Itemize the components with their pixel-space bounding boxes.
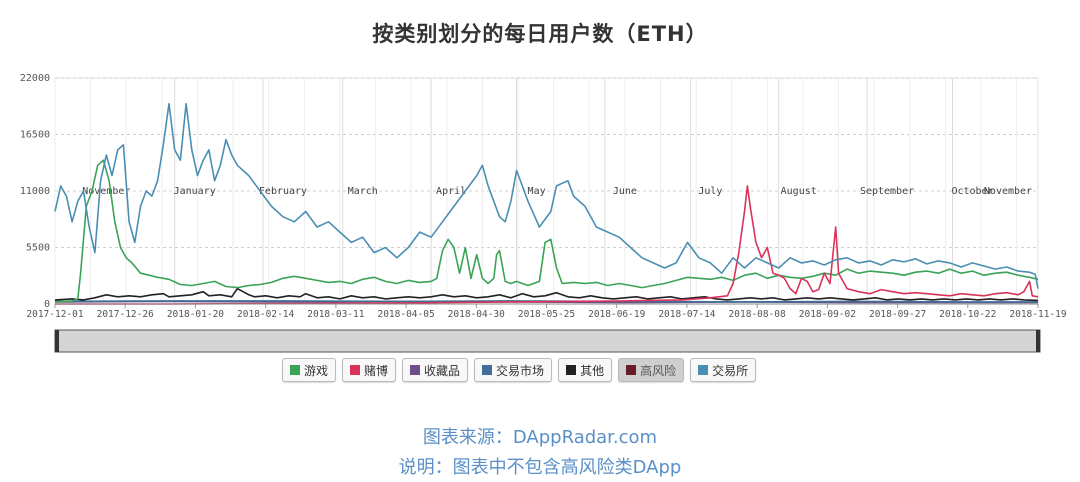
x-tick-label: 2018-09-02	[799, 309, 856, 320]
line-chart: November January February March April May June…	[20, 73, 1067, 353]
y-tick-label: 11000	[20, 186, 50, 197]
month-labels: November January February March April May June…	[82, 186, 1032, 197]
series-line-交易所	[54, 102, 1039, 289]
month-label: March	[348, 186, 378, 197]
x-tick-label: 2017-12-01	[26, 309, 83, 320]
legend: 游戏 赌博 收藏品 交易市场 其他 高风险 交易所	[282, 358, 757, 382]
month-label: May	[528, 186, 546, 197]
legend-label: 交易市场	[496, 363, 545, 378]
x-tick-label: 2018-06-19	[588, 309, 645, 320]
series-layer	[54, 102, 1039, 305]
x-tick-label: 2018-01-20	[167, 309, 224, 320]
x-tick-label: 2018-08-08	[729, 309, 786, 320]
month-label: October	[951, 186, 993, 197]
legend-label: 高风险	[640, 363, 677, 378]
chart-source-text: 图表来源：DAppRadar.com	[422, 427, 658, 448]
month-label: June	[613, 186, 637, 197]
legend-swatch	[482, 365, 493, 375]
legend-swatch	[350, 365, 361, 375]
month-label: July	[698, 186, 722, 197]
chart-note-text: 说明：图表中不包含高风险类DApp	[398, 457, 682, 478]
legend-item[interactable]: 赌博	[342, 358, 397, 382]
x-tick-label: 2017-12-26	[97, 309, 154, 320]
legend-swatch	[410, 365, 421, 375]
y-tick-label: 0	[44, 299, 50, 310]
legend-label: 交易所	[712, 363, 749, 378]
legend-item[interactable]: 交易市场	[474, 358, 553, 382]
legend-label: 收藏品	[424, 363, 461, 378]
legend-item[interactable]: 交易所	[690, 358, 757, 382]
month-label: November	[984, 186, 1032, 197]
range-scroller[interactable]	[54, 329, 1041, 353]
month-label: August	[781, 186, 817, 197]
legend-label: 其他	[580, 363, 605, 378]
x-tick-label: 2018-11-19	[1009, 309, 1066, 320]
legend-swatch	[698, 365, 709, 375]
legend-swatch	[290, 365, 300, 375]
x-tick-label: 2018-07-14	[658, 309, 715, 320]
month-label: November	[82, 186, 130, 197]
legend-item[interactable]: 游戏	[282, 358, 337, 382]
x-tick-label: 2018-05-25	[518, 309, 575, 320]
x-tick-label: 2018-04-30	[448, 309, 505, 320]
x-tick-label: 2018-09-27	[869, 309, 926, 320]
x-tick-label: 2018-02-14	[237, 309, 294, 320]
scroller-handle-right	[1036, 330, 1040, 352]
series-line-其他	[54, 287, 1039, 302]
legend-label: 游戏	[304, 363, 329, 378]
legend-swatch	[626, 365, 637, 375]
month-label: September	[860, 186, 914, 197]
month-label: February	[259, 186, 307, 197]
series-line-赌博	[55, 185, 1039, 305]
scroller-handle-left	[55, 330, 59, 352]
month-label: January	[174, 186, 216, 197]
legend-item[interactable]: 收藏品	[402, 358, 469, 382]
legend-item[interactable]: 其他	[558, 358, 613, 382]
x-tick-label: 2018-03-11	[307, 309, 364, 320]
x-tick-label: 2018-04-05	[377, 309, 434, 320]
series-line-游戏	[54, 159, 1039, 303]
chart-title: 按类别划分的每日用户数（ETH）	[372, 22, 708, 46]
y-tick-label: 16500	[20, 130, 50, 141]
legend-swatch	[566, 365, 577, 375]
scroller-track	[54, 329, 1041, 353]
legend-label: 赌博	[364, 363, 389, 378]
axis-layer: 0 5500 11000 16500 22000 2017-12-01 2017-12-26…	[20, 73, 1067, 320]
month-label: April	[436, 186, 466, 197]
legend-item[interactable]: 高风险	[618, 358, 685, 382]
y-tick-label: 22000	[20, 73, 50, 84]
x-tick-label: 2018-10-22	[939, 309, 996, 320]
y-tick-label: 5500	[26, 243, 50, 254]
